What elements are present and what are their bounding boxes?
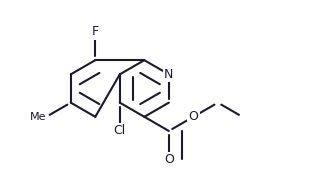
Text: Me: Me xyxy=(30,112,46,122)
Text: O: O xyxy=(189,110,198,123)
Text: O: O xyxy=(164,153,174,166)
Text: Cl: Cl xyxy=(114,124,126,138)
Text: N: N xyxy=(164,68,174,81)
Text: F: F xyxy=(92,25,99,38)
